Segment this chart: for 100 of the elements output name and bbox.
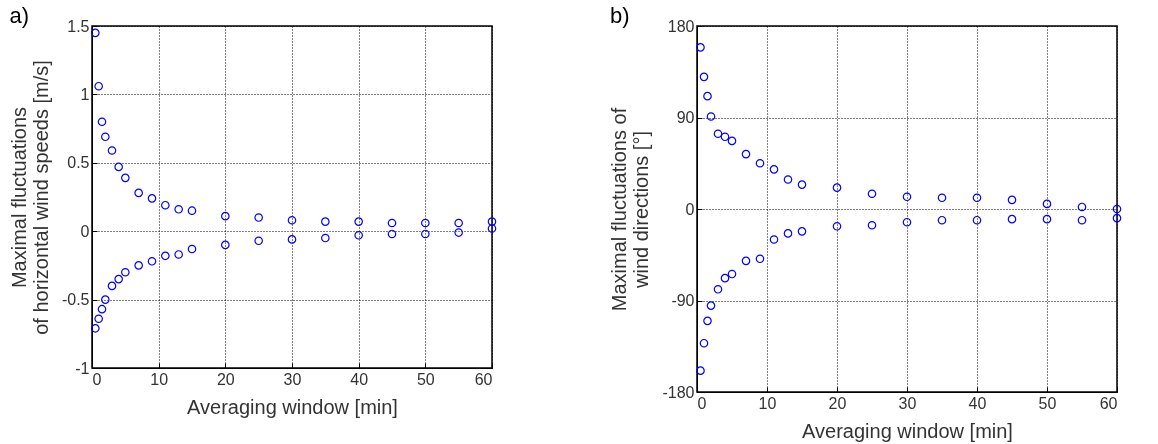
point [97, 304, 107, 314]
x-tick-label: 50 [416, 370, 435, 388]
point [114, 274, 123, 284]
y-tick-label: 90 [676, 109, 695, 126]
x-tick-label: 60 [474, 370, 493, 388]
point [720, 273, 730, 283]
y-tick-label: -1 [75, 359, 90, 377]
point [720, 132, 730, 142]
point [287, 215, 297, 225]
point [161, 200, 170, 210]
point [769, 165, 779, 174]
point [97, 117, 107, 127]
point [254, 213, 263, 222]
point [902, 217, 912, 227]
point [454, 218, 463, 228]
y-tick-label: -180 [662, 383, 695, 401]
point [187, 206, 197, 215]
point [174, 250, 183, 259]
point [1042, 214, 1052, 224]
x-tick-label: 40 [968, 394, 987, 412]
point [94, 81, 103, 91]
y-tick-label: 1 [80, 85, 90, 103]
y-axis-title: Maximal fluctuations of horizontal wind speeds [m/s] [7, 60, 52, 335]
point [287, 235, 297, 244]
point [354, 217, 363, 226]
point [354, 231, 363, 240]
point [769, 235, 779, 244]
point [703, 316, 712, 326]
point [713, 285, 723, 294]
y-tick-label: 180 [667, 17, 695, 35]
point [1007, 195, 1017, 205]
point [1077, 202, 1087, 212]
point [832, 221, 842, 231]
point [487, 217, 497, 226]
point [727, 269, 737, 279]
point [114, 162, 123, 172]
point [121, 173, 130, 183]
point [797, 180, 807, 189]
point [454, 228, 463, 237]
x-axis-title: Averaging window [min] [802, 419, 1013, 442]
point [421, 229, 430, 239]
x-tick-label: 40 [350, 370, 369, 388]
chart-title: a) [9, 3, 29, 28]
point [1112, 213, 1122, 223]
x-tick-label: 30 [283, 370, 302, 388]
point [696, 43, 705, 52]
point [972, 215, 982, 225]
point [101, 132, 110, 142]
point [937, 193, 947, 203]
point [832, 183, 842, 192]
point [387, 218, 397, 228]
point [94, 314, 103, 324]
x-tick-label: 0 [92, 370, 102, 388]
point [421, 218, 430, 228]
point [937, 215, 947, 225]
x-tick-label: 0 [697, 394, 707, 412]
point [147, 194, 157, 203]
point [487, 224, 497, 233]
y-tick-label: -90 [671, 292, 695, 309]
x-tick-label: 60 [1099, 394, 1118, 412]
point [134, 261, 143, 270]
point [1112, 204, 1122, 214]
y-tick-label: 0 [685, 200, 695, 218]
point [696, 366, 705, 375]
point [221, 240, 230, 250]
x-axis-title: Averaging window [min] [187, 395, 398, 418]
point [713, 129, 723, 139]
y-axis-title: Maximal fluctuations of wind directions [°] [608, 107, 653, 312]
point [321, 217, 330, 226]
point [699, 72, 709, 82]
point [121, 267, 130, 277]
point [741, 149, 751, 159]
point [91, 324, 100, 333]
point [727, 136, 737, 146]
y-tick-label: 1.5 [67, 17, 90, 35]
y-tick-label: 0.5 [67, 154, 90, 172]
x-tick-label: 50 [1038, 394, 1057, 412]
point [1007, 214, 1017, 224]
point [783, 229, 793, 238]
point [321, 233, 330, 243]
x-tick-label: 20 [828, 394, 847, 412]
point [161, 251, 170, 261]
point [867, 189, 877, 199]
point [221, 211, 230, 221]
point [134, 188, 143, 198]
point [147, 257, 157, 266]
point [174, 205, 183, 214]
point [867, 220, 877, 230]
point [783, 175, 793, 184]
y-tick-label: 0 [80, 222, 90, 240]
point [703, 91, 712, 101]
point [706, 301, 716, 310]
point [1077, 215, 1087, 225]
point [972, 193, 982, 203]
chart-title: b) [609, 3, 630, 28]
point [187, 244, 197, 254]
point [101, 295, 110, 304]
point [699, 338, 709, 348]
point [902, 192, 912, 202]
point [1042, 199, 1052, 209]
